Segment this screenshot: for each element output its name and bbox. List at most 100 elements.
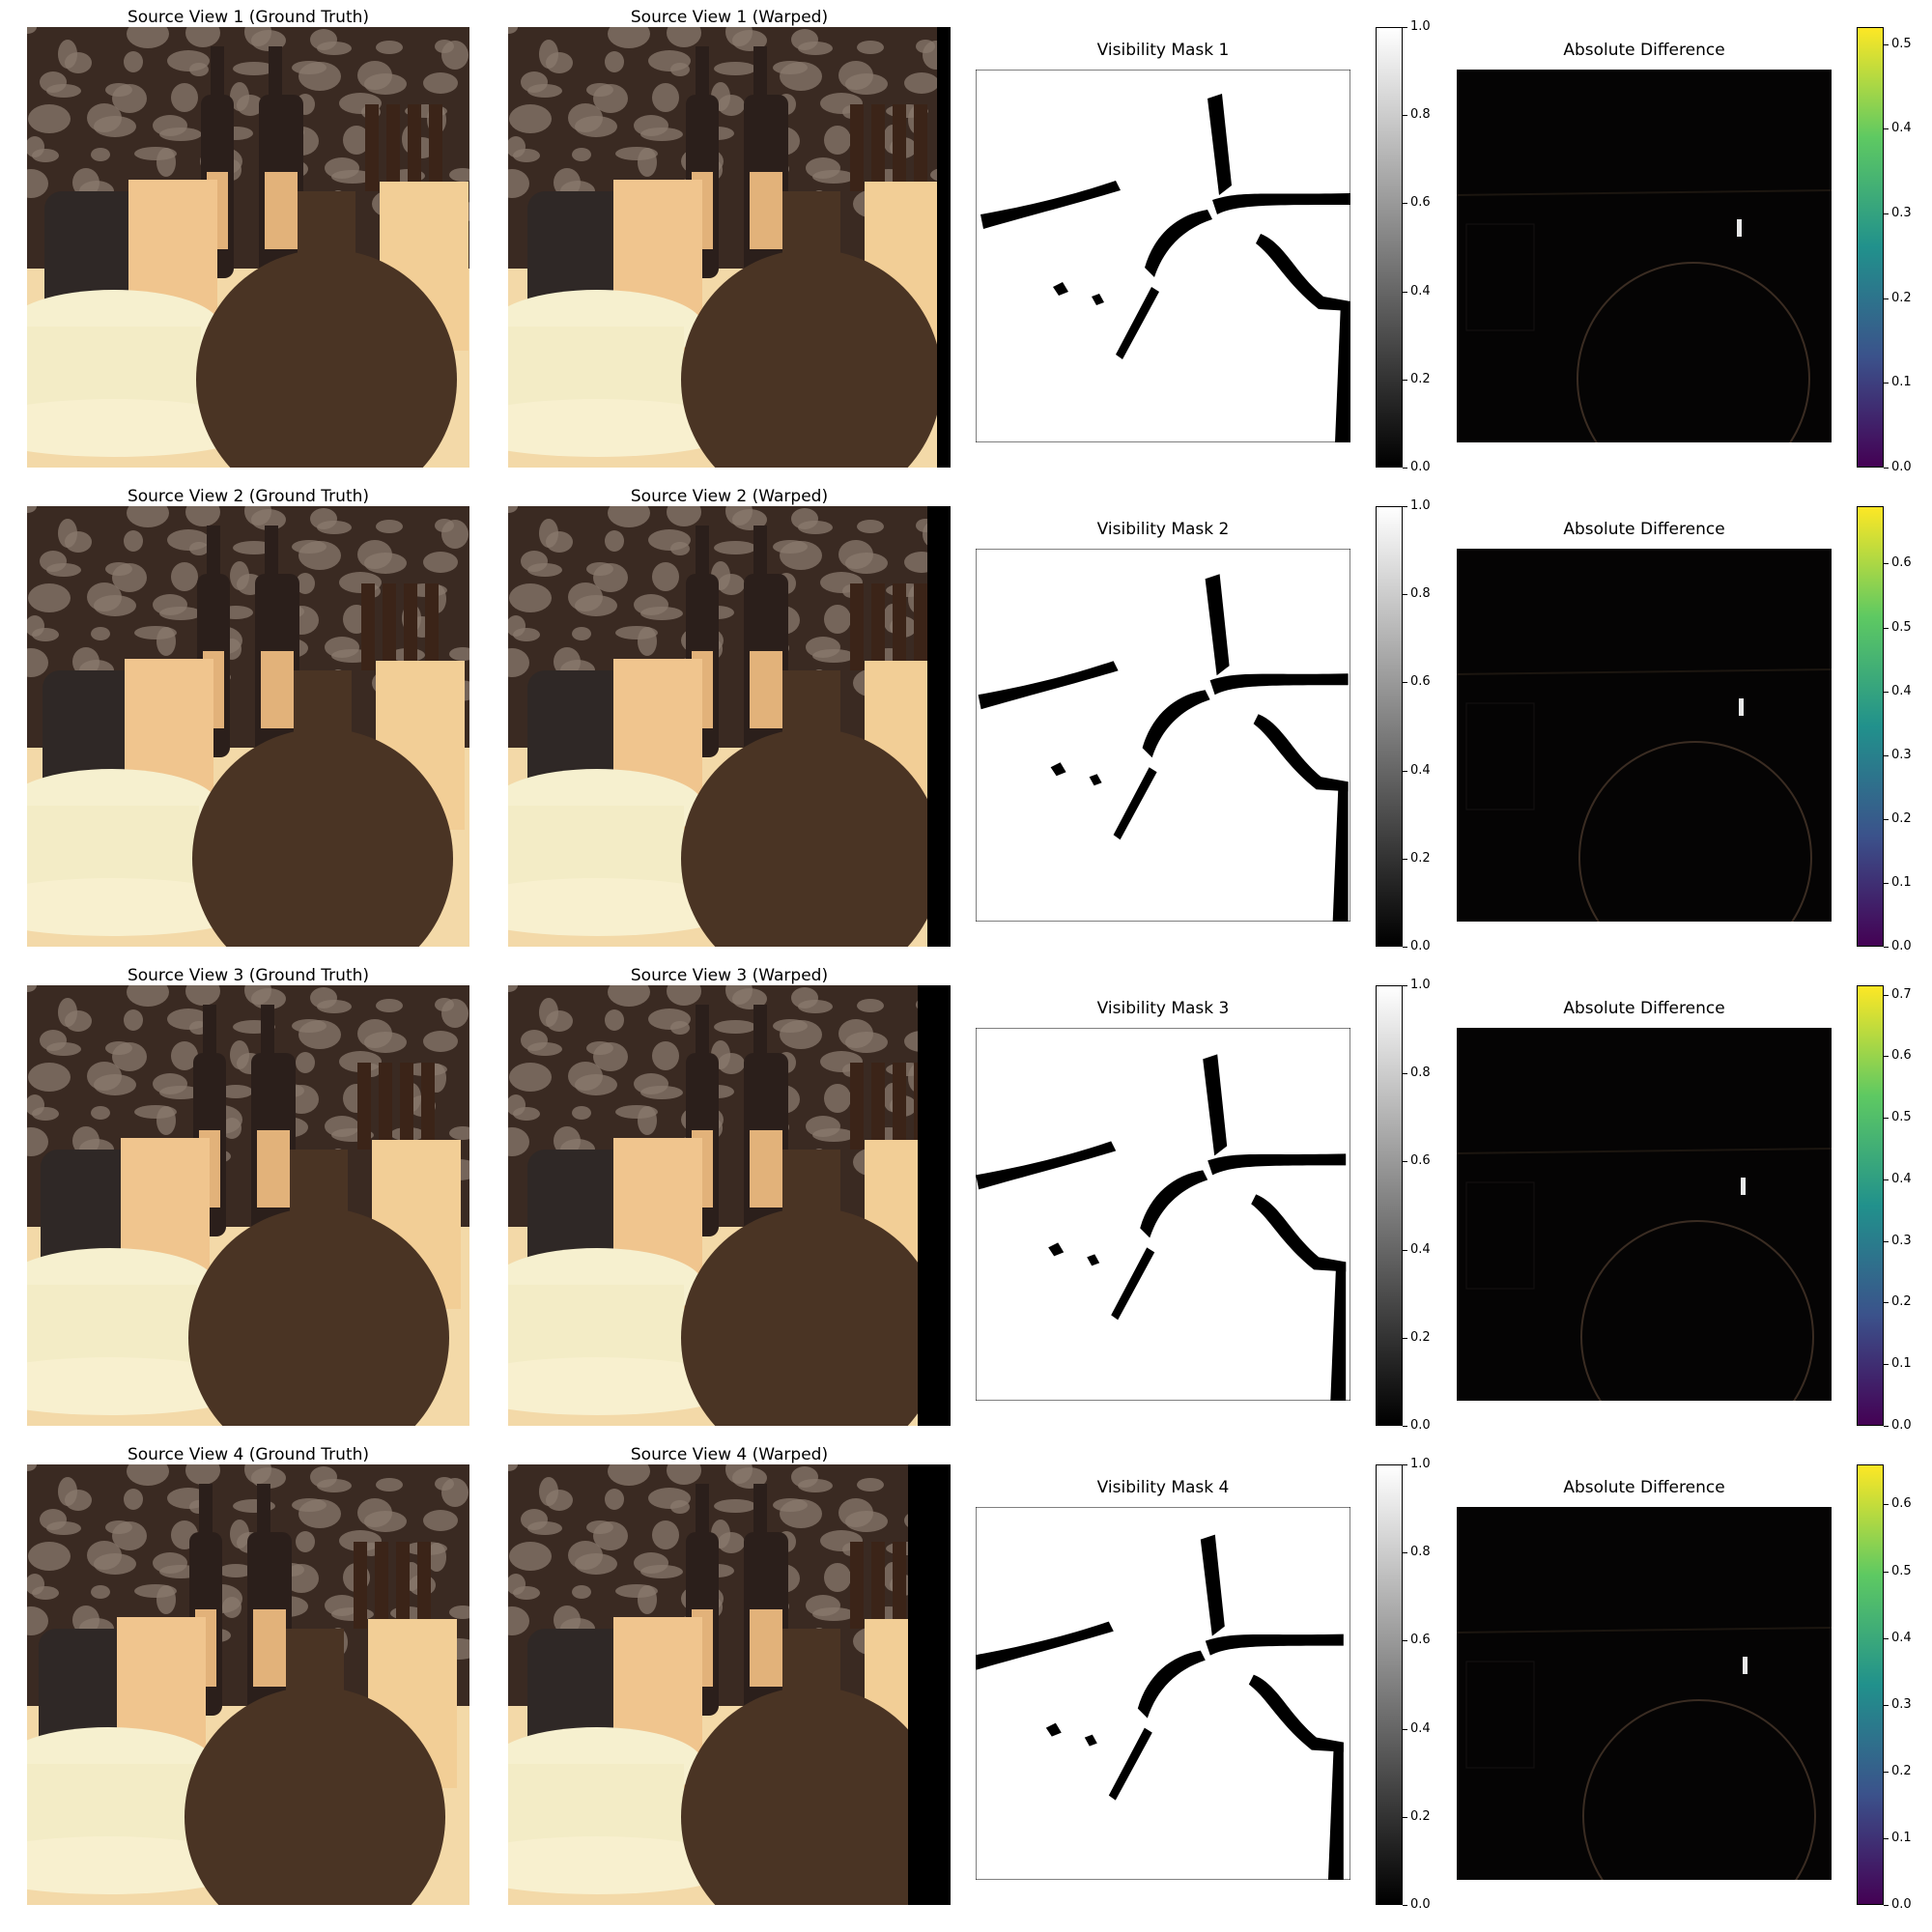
colorbar-tick-label: 0.0 (1410, 939, 1431, 953)
colorbar-tick-label: 0.5 (1891, 619, 1912, 635)
colorbar-tick-label: 0.2 (1410, 1329, 1431, 1345)
colorbar-tick-mark (1884, 691, 1889, 693)
colorbar-tick-label: 0.6 (1891, 1048, 1912, 1064)
colorbar-tick-label: 0.3 (1891, 205, 1912, 220)
colorbar-tick-label: 0.6 (1891, 555, 1912, 571)
colorbar-tick-mark (1403, 1464, 1407, 1465)
colorbar-tick-label: 0.2 (1410, 371, 1431, 386)
colorbar-tick-mark (1884, 627, 1889, 629)
absolute-difference-image (1457, 549, 1832, 922)
colorbar-tick-label: 0.6 (1410, 195, 1431, 211)
colorbar-tick-mark (1884, 1637, 1889, 1639)
mask-colorbar (1376, 506, 1403, 947)
colorbar-tick-label: 0.3 (1891, 747, 1912, 762)
colorbar-tick-mark (1884, 1056, 1889, 1058)
ground-truth-title: Source View 1 (Ground Truth) (127, 8, 370, 27)
colorbar-tick-mark (1884, 1364, 1889, 1366)
colorbar-tick-mark (1403, 1337, 1407, 1339)
colorbar-tick-mark (1403, 985, 1407, 986)
warped-title: Source View 4 (Warped) (630, 1445, 829, 1464)
colorbar-tick-label: 0.2 (1891, 1763, 1912, 1778)
ground-truth-image (27, 506, 469, 947)
colorbar-tick-mark (1884, 1426, 1889, 1427)
difference-colorbar (1857, 27, 1884, 468)
colorbar-tick-label: 0.8 (1410, 1065, 1431, 1081)
difference-title: Absolute Difference (1563, 1478, 1725, 1497)
colorbar-tick-mark (1403, 203, 1407, 205)
colorbar-tick-label: 0.4 (1410, 762, 1431, 778)
colorbar-tick-mark (1403, 468, 1407, 469)
colorbar-tick-mark (1403, 1161, 1407, 1163)
colorbar-tick-mark (1403, 1728, 1407, 1730)
colorbar-tick-label: 0.4 (1891, 683, 1912, 698)
ground-truth-title: Source View 2 (Ground Truth) (127, 487, 370, 506)
colorbar-tick-label: 0.7 (1891, 986, 1912, 1002)
ground-truth-image (27, 985, 469, 1426)
colorbar-tick-label: 0.4 (1410, 1720, 1431, 1736)
warped-image (508, 1464, 951, 1905)
colorbar-tick-mark (1403, 858, 1407, 860)
visibility-mask (976, 1028, 1350, 1401)
colorbar-tick-label: 0.2 (1410, 850, 1431, 866)
colorbar-tick-label: 0.6 (1410, 1633, 1431, 1648)
visibility-mask (976, 1507, 1350, 1880)
visibility-mask (976, 549, 1350, 922)
colorbar-tick-label: 0.0 (1410, 1418, 1431, 1433)
colorbar-tick-label: 0.2 (1891, 810, 1912, 826)
colorbar-tick-label: 0.4 (1410, 283, 1431, 298)
colorbar-tick-mark (1884, 882, 1889, 884)
mask-colorbar (1376, 27, 1403, 468)
colorbar-tick-mark (1884, 1704, 1889, 1706)
mask-title: Visibility Mask 2 (1096, 520, 1230, 539)
colorbar-tick-mark (1884, 383, 1889, 384)
colorbar-tick-mark (1403, 1073, 1407, 1075)
colorbar-tick-label: 0.6 (1891, 1496, 1912, 1512)
colorbar-tick-mark (1884, 43, 1889, 45)
colorbar-tick-label: 0.4 (1891, 1171, 1912, 1186)
colorbar-tick-label: 0.4 (1891, 121, 1912, 136)
colorbar-tick-mark (1403, 682, 1407, 684)
colorbar-tick-label: 0.0 (1891, 1897, 1912, 1912)
colorbar-tick-mark (1884, 818, 1889, 820)
colorbar-tick-label: 0.8 (1410, 586, 1431, 602)
colorbar-tick-label: 0.4 (1891, 1630, 1912, 1645)
ground-truth-title: Source View 4 (Ground Truth) (127, 1445, 370, 1464)
warped-title: Source View 3 (Warped) (630, 966, 829, 985)
colorbar-tick-label: 0.1 (1891, 1830, 1912, 1845)
difference-title: Absolute Difference (1563, 41, 1725, 60)
colorbar-tick-mark (1884, 754, 1889, 756)
difference-colorbar (1857, 985, 1884, 1426)
mask-colorbar (1376, 985, 1403, 1426)
warped-image (508, 506, 951, 947)
colorbar-tick-label: 0.5 (1891, 1563, 1912, 1578)
colorbar-tick-label: 1.0 (1410, 19, 1431, 34)
colorbar-tick-label: 0.3 (1891, 1233, 1912, 1248)
colorbar-tick-mark (1884, 128, 1889, 130)
absolute-difference-image (1457, 1507, 1832, 1880)
colorbar-tick-mark (1884, 1118, 1889, 1120)
colorbar-tick-label: 0.1 (1891, 1356, 1912, 1372)
colorbar-tick-label: 0.0 (1891, 1418, 1912, 1433)
colorbar-tick-mark (1403, 947, 1407, 948)
colorbar-tick-label: 0.0 (1410, 460, 1431, 474)
colorbar-tick-mark (1403, 1552, 1407, 1554)
colorbar-tick-mark (1884, 1179, 1889, 1180)
colorbar-tick-label: 1.0 (1410, 498, 1431, 513)
colorbar-tick-mark (1884, 563, 1889, 565)
colorbar-tick-label: 0.0 (1891, 939, 1912, 953)
absolute-difference-image (1457, 1028, 1832, 1401)
colorbar-tick-mark (1403, 1640, 1407, 1642)
difference-title: Absolute Difference (1563, 520, 1725, 539)
warped-title: Source View 2 (Warped) (630, 487, 829, 506)
colorbar-tick-label: 0.1 (1891, 874, 1912, 890)
colorbar-tick-mark (1403, 1816, 1407, 1818)
mask-title: Visibility Mask 4 (1096, 1478, 1230, 1497)
colorbar-tick-mark (1884, 298, 1889, 299)
colorbar-tick-mark (1884, 1905, 1889, 1906)
mask-colorbar (1376, 1464, 1403, 1905)
colorbar-tick-label: 0.0 (1891, 460, 1912, 474)
warped-image (508, 985, 951, 1426)
colorbar-tick-label: 0.0 (1410, 1897, 1431, 1912)
difference-title: Absolute Difference (1563, 999, 1725, 1018)
colorbar-tick-mark (1403, 1426, 1407, 1427)
